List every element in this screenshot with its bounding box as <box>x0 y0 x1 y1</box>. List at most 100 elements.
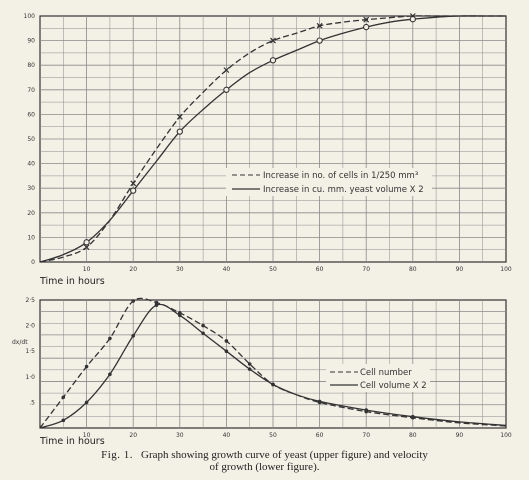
upper-markers <box>83 13 416 251</box>
lower-marker-dot <box>178 311 182 315</box>
lower-legend: Cell number Cell volume X 2 <box>326 364 430 392</box>
lower-y-ticks: .5 1·0 1·5 2·0 2·5 <box>25 297 35 406</box>
upper-grid <box>39 15 507 263</box>
lower-x-tick-label: 80 <box>409 432 417 439</box>
lower-markers <box>61 299 415 423</box>
upper-y-tick-label: 10 <box>27 234 35 241</box>
lower-marker-dot <box>154 303 159 307</box>
lower-x-tick-label: 70 <box>362 432 370 439</box>
lower-marker-dot <box>61 395 66 400</box>
upper-y-tick-label: 40 <box>27 161 35 168</box>
upper-x-tick-label: 60 <box>316 266 324 273</box>
lower-legend-background <box>326 364 430 392</box>
upper-x-tick-label: 90 <box>456 266 464 273</box>
upper-y-ticks: 0 10 20 30 40 50 60 70 80 90 100 <box>24 13 36 266</box>
upper-series-line-cells <box>39 15 506 263</box>
upper-marker-circle <box>363 23 370 31</box>
lower-x-tick-label: 60 <box>316 432 324 439</box>
lower-y-tick-label: 1·0 <box>25 374 35 381</box>
lower-marker-dot <box>131 334 135 338</box>
lower-marker-dot <box>61 418 66 423</box>
lower-legend-label-volume: Cell volume X 2 <box>360 381 427 391</box>
upper-chart: 0 10 20 30 40 50 60 70 80 90 100 10 20 30 40 50 60 70 80 9… <box>24 13 512 287</box>
upper-y-tick-label: 30 <box>27 185 35 192</box>
lower-marker-dot <box>224 339 229 343</box>
lower-grid <box>39 299 507 429</box>
caption-line-1: Fig. 1. Graph showing growth curve of yea… <box>0 449 529 461</box>
lower-x-tick-label: 40 <box>223 432 231 439</box>
upper-marker-cross <box>270 37 276 44</box>
upper-x-tick-label: 40 <box>223 266 231 273</box>
lower-marker-dot <box>108 336 112 341</box>
upper-legend-background <box>226 168 432 196</box>
lower-y-tick-label: 2·5 <box>25 297 35 304</box>
lower-marker-dot <box>131 299 135 303</box>
upper-y-tick-label: 60 <box>27 111 35 118</box>
lower-x-ticks: 10 20 30 40 50 60 70 80 90 100 <box>83 432 512 439</box>
caption-figure-label: Fig. 1. <box>101 449 134 461</box>
upper-legend: Increase in no. of cells in 1/250 mm³ In… <box>226 168 432 196</box>
upper-marker-cross <box>83 244 90 251</box>
upper-marker-circle <box>83 239 90 246</box>
upper-x-ticks: 10 20 30 40 50 60 70 80 90 100 <box>83 266 512 273</box>
upper-x-tick-label: 80 <box>409 266 417 273</box>
upper-y-tick-label: 50 <box>27 136 35 143</box>
lower-y-tick-label: 1·5 <box>25 348 35 355</box>
upper-x-tick-label: 50 <box>269 266 277 273</box>
lower-marker-dot <box>317 399 322 404</box>
upper-y-tick-label: 100 <box>24 13 36 20</box>
lower-marker-dot <box>201 323 205 328</box>
lower-x-tick-label: 90 <box>456 432 464 439</box>
lower-marker-dot <box>154 300 159 305</box>
caption-text-1: Graph showing growth curve of yeast (upp… <box>141 449 428 461</box>
upper-marker-circle <box>269 57 277 64</box>
lower-marker-dot <box>411 414 415 419</box>
upper-x-tick-label: 20 <box>129 266 137 273</box>
lower-x-tick-label: 20 <box>129 432 137 439</box>
lower-y-tick-label: .5 <box>29 399 35 406</box>
upper-marker-circle <box>409 16 416 23</box>
upper-marker-cross <box>176 113 183 120</box>
caption-line-2: of growth (lower figure). <box>209 461 320 473</box>
upper-x-tick-label: 30 <box>176 266 184 273</box>
lower-marker-dot <box>108 372 112 377</box>
upper-marker-circle <box>316 37 323 44</box>
lower-chart: .5 1·0 1·5 2·0 2·5 10 20 30 40 50 60 70 80 90 100 dx/… <box>12 297 512 447</box>
upper-y-tick-label: 90 <box>27 38 35 45</box>
upper-legend-label-volume: Increase in cu. mm. yeast volume X 2 <box>263 185 424 195</box>
upper-marker-circle <box>223 86 230 93</box>
upper-y-tick-label: 20 <box>27 210 35 217</box>
upper-marker-cross <box>223 67 230 74</box>
lower-x-axis-title: Time in hours <box>39 436 105 447</box>
lower-marker-dot <box>178 313 182 318</box>
upper-marker-cross <box>316 22 323 29</box>
lower-x-tick-label: 50 <box>269 432 277 439</box>
upper-marker-circle <box>176 128 183 135</box>
lower-x-tick-label: 10 <box>83 432 91 439</box>
upper-x-tick-label: 10 <box>83 266 91 273</box>
lower-marker-dot <box>247 367 252 371</box>
upper-x-tick-label: 100 <box>500 266 512 273</box>
figure-caption: Fig. 1. Graph showing growth curve of yea… <box>0 449 529 473</box>
lower-marker-dot <box>364 408 369 412</box>
lower-marker-dot <box>84 364 89 369</box>
upper-marker-circle <box>130 187 137 194</box>
upper-marker-cross <box>363 16 370 23</box>
lower-legend-label-number: Cell number <box>360 368 412 378</box>
figure: 0 10 20 30 40 50 60 70 80 90 100 10 20 30 40 50 60 70 80 9… <box>12 13 512 447</box>
lower-y-tick-label: 2·0 <box>25 323 35 330</box>
lower-marker-dot <box>271 382 275 387</box>
upper-y-tick-label: 80 <box>27 62 35 69</box>
upper-legend-label-cells: Increase in no. of cells in 1/250 mm³ <box>263 171 418 181</box>
upper-marker-cross <box>130 180 137 187</box>
lower-x-tick-label: 30 <box>176 432 184 439</box>
lower-y-axis-title: dx/dt <box>12 339 28 346</box>
lower-x-tick-label: 100 <box>500 432 512 439</box>
upper-y-tick-label: 70 <box>27 87 35 94</box>
lower-marker-dot <box>84 400 89 405</box>
lower-marker-dot <box>201 331 205 336</box>
upper-y-tick-label: 0 <box>31 259 35 266</box>
upper-x-axis-title: Time in hours <box>39 276 105 287</box>
lower-marker-dot <box>247 362 252 366</box>
upper-x-tick-label: 70 <box>362 266 370 273</box>
